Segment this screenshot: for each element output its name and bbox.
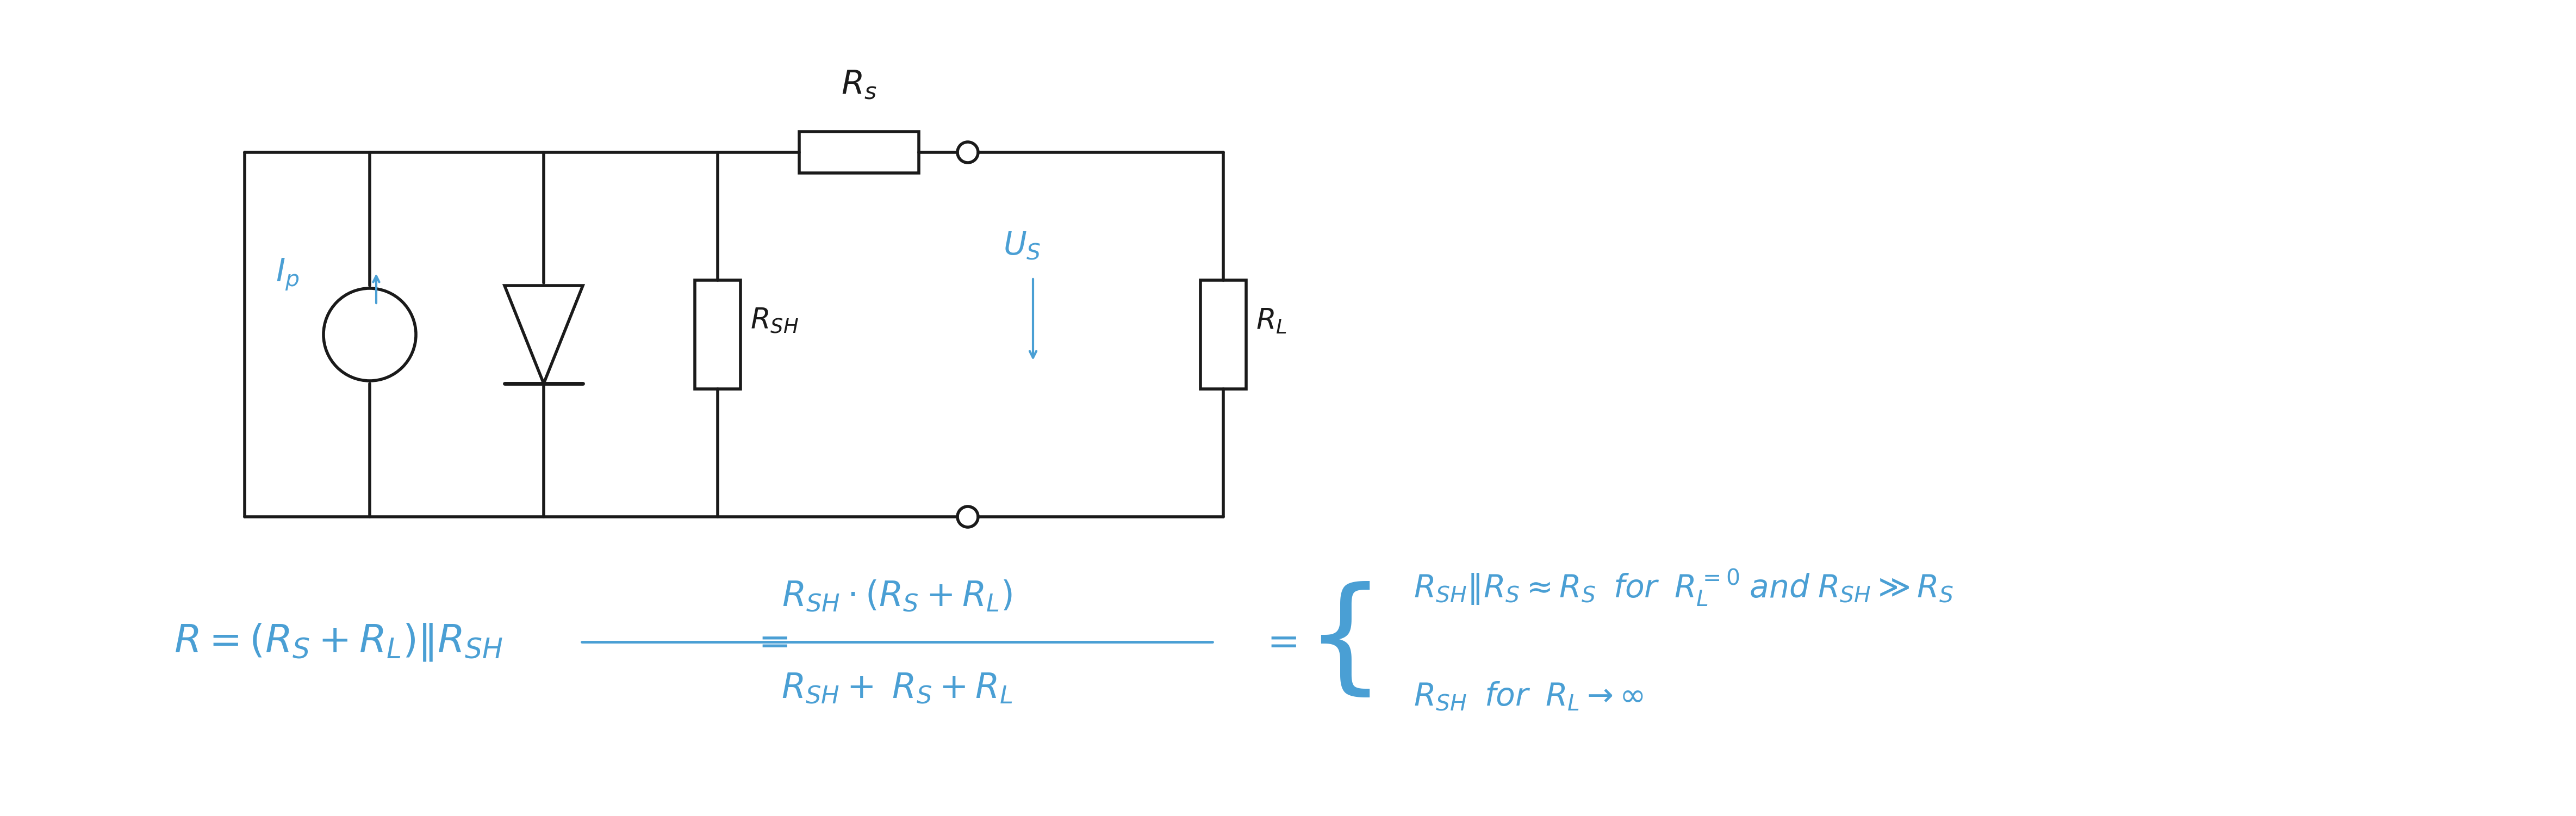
Circle shape	[958, 142, 979, 162]
Bar	[696, 280, 739, 389]
Text: $\{$: $\{$	[1306, 581, 1370, 703]
Text: $R = (R_S + R_L) \| R_{SH}$: $R = (R_S + R_L) \| R_{SH}$	[175, 622, 502, 663]
Text: $R_s$: $R_s$	[842, 69, 876, 102]
Circle shape	[958, 507, 979, 527]
Text: $R_{SH} \| R_S \approx R_S \;\; \mathit{for} \;\; R_L^{=0} \; \mathit{and} \; R_: $R_{SH} \| R_S \approx R_S \;\; \mathit{…	[1414, 568, 1953, 607]
Text: $=$: $=$	[750, 623, 788, 661]
Text: $\mathit{U_S}$: $\mathit{U_S}$	[1002, 230, 1041, 261]
Text: $R_L$: $R_L$	[1257, 307, 1288, 335]
Text: $R_{SH} + \; R_S + R_L$: $R_{SH} + \; R_S + R_L$	[781, 672, 1012, 705]
Text: $=$: $=$	[1260, 623, 1296, 661]
Text: $R_{SH} \;\; \mathit{for} \;\; R_L \to \infty$: $R_{SH} \;\; \mathit{for} \;\; R_L \to \…	[1414, 681, 1643, 712]
Text: $R_{SH} \cdot (R_S + R_L)$: $R_{SH} \cdot (R_S + R_L)$	[783, 579, 1012, 613]
Bar	[1200, 280, 1247, 389]
Circle shape	[325, 288, 415, 381]
Text: $R_{SH}$: $R_{SH}$	[750, 307, 799, 335]
Bar	[799, 131, 920, 173]
Text: $\mathit{I_p}$: $\mathit{I_p}$	[276, 257, 299, 292]
